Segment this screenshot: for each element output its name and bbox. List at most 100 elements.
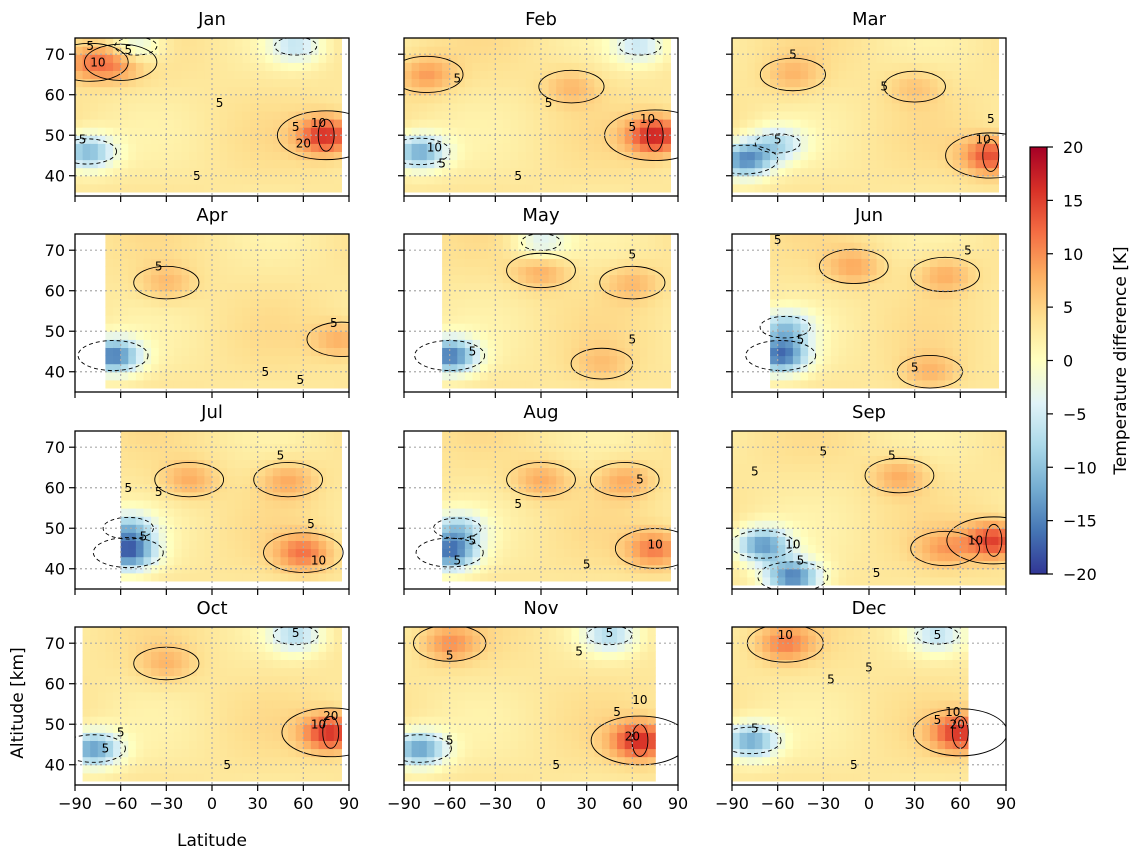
heatmap-cell: [158, 298, 167, 308]
heatmap-cell: [143, 151, 152, 161]
heatmap-cell: [639, 38, 649, 47]
heatmap-cell: [563, 459, 572, 469]
heatmap-cell: [181, 532, 190, 541]
heatmap-cell: [914, 183, 923, 193]
heatmap-cell: [594, 143, 603, 152]
heatmap-cell: [853, 250, 862, 259]
heatmap-cell: [525, 532, 534, 541]
heatmap-cell: [250, 556, 259, 566]
heatmap-cell: [601, 379, 611, 389]
heatmap-cell: [967, 175, 977, 185]
heatmap-cell: [113, 54, 122, 63]
heatmap-cell: [105, 379, 114, 389]
heatmap-cell: [541, 135, 550, 144]
heatmap-cell: [823, 315, 832, 324]
heatmap-cell: [257, 363, 266, 373]
heatmap-cell: [128, 135, 137, 144]
heatmap-cell: [960, 355, 969, 365]
heatmap-cell: [310, 548, 320, 558]
heatmap-cell: [624, 371, 633, 381]
heatmap-cell: [472, 46, 481, 55]
heatmap-cell: [212, 508, 221, 517]
heatmap-cell: [983, 102, 992, 112]
heatmap-cell: [601, 70, 611, 80]
heatmap-cell: [967, 331, 977, 340]
heatmap-cell: [204, 54, 213, 63]
heatmap-cell: [990, 62, 999, 71]
heatmap-cell: [594, 556, 603, 566]
heatmap-cell: [502, 556, 512, 566]
heatmap-cell: [310, 451, 320, 460]
heatmap-cell: [907, 46, 916, 55]
heatmap-cell: [411, 54, 420, 63]
heatmap-cell: [257, 459, 266, 469]
heatmap-cell: [869, 234, 878, 243]
heatmap-cell: [128, 151, 137, 161]
heatmap-cell: [548, 475, 557, 485]
heatmap-cell: [884, 38, 893, 47]
heatmap-cell: [442, 516, 451, 525]
heatmap-cell: [333, 491, 342, 501]
heatmap-cell: [899, 167, 908, 177]
heatmap-cell: [495, 70, 504, 80]
heatmap-cell: [777, 54, 786, 63]
heatmap-cell: [533, 459, 542, 469]
heatmap-cell: [960, 167, 969, 177]
heatmap-cell: [594, 62, 603, 71]
heatmap-cell: [937, 306, 946, 316]
heatmap-cell: [830, 62, 840, 71]
heatmap-cell: [480, 572, 489, 582]
heatmap-cell: [754, 70, 763, 80]
heatmap-cell: [128, 315, 137, 324]
heatmap-cell: [617, 127, 626, 136]
heatmap-cell: [105, 183, 114, 193]
heatmap-cell: [105, 70, 114, 80]
heatmap-cell: [617, 250, 626, 259]
heatmap-cell: [135, 532, 145, 541]
heatmap-cell: [533, 183, 542, 193]
heatmap-cell: [586, 298, 595, 308]
heatmap-cell: [90, 46, 99, 55]
heatmap-cell: [295, 443, 304, 452]
heatmap-cell: [632, 86, 641, 96]
heatmap-cell: [242, 371, 251, 381]
heatmap-cell: [472, 266, 481, 276]
heatmap-cell: [449, 290, 458, 300]
heatmap-cell: [846, 127, 855, 136]
heatmap-cell: [166, 339, 175, 348]
heatmap-cell: [891, 290, 900, 300]
heatmap-cell: [639, 298, 649, 308]
heatmap-cell: [808, 331, 817, 340]
heatmap-cell: [754, 38, 763, 47]
heatmap-cell: [556, 516, 565, 525]
heatmap-cell: [341, 266, 349, 276]
heatmap-cell: [166, 175, 175, 185]
heatmap-cell: [295, 135, 304, 144]
heatmap-cell: [861, 363, 870, 373]
heatmap-cell: [823, 135, 832, 144]
heatmap-cell: [502, 347, 512, 357]
heatmap-cell: [341, 234, 349, 243]
heatmap-cell: [472, 234, 481, 243]
heatmap-cell: [181, 143, 190, 152]
heatmap-cell: [510, 315, 519, 324]
heatmap-cell: [472, 102, 481, 112]
heatmap-cell: [502, 483, 512, 493]
heatmap-cell: [579, 266, 588, 276]
heatmap-cell: [143, 431, 152, 436]
heatmap-cell: [899, 363, 908, 373]
heatmap-cell: [662, 135, 671, 144]
heatmap-cell: [800, 62, 809, 71]
heatmap-cell: [967, 62, 977, 71]
heatmap-cell: [227, 242, 236, 251]
heatmap-cell: [846, 175, 855, 185]
heatmap-cell: [151, 242, 160, 251]
heatmap-cell: [609, 62, 618, 71]
heatmap-cell: [601, 290, 611, 300]
heatmap-cell: [541, 306, 550, 316]
heatmap-cell: [303, 119, 312, 128]
heatmap-cell: [502, 451, 512, 460]
heatmap-cell: [563, 524, 572, 533]
heatmap-cell: [464, 459, 474, 469]
heatmap-cell: [135, 467, 145, 477]
